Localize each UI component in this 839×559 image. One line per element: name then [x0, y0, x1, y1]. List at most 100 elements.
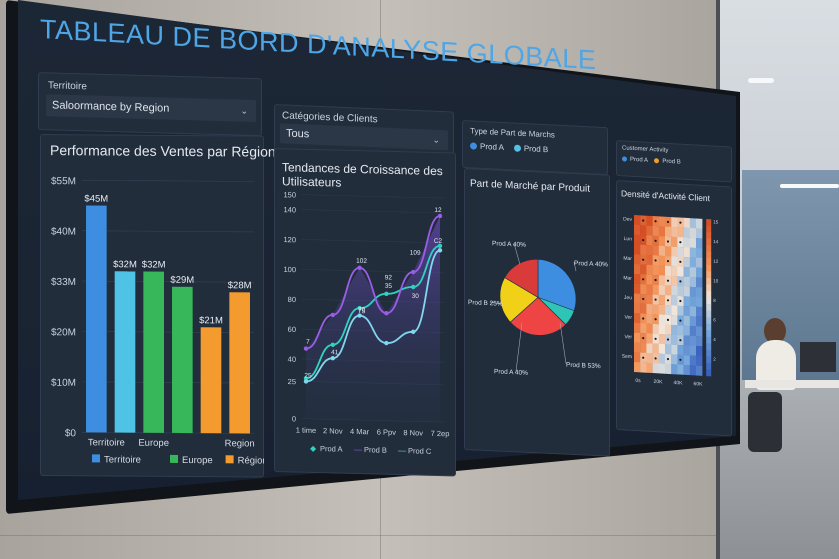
legend-marker-icon: ◆ — [310, 444, 317, 453]
colorbar-segment — [706, 349, 712, 357]
pie-label: Prod A 40% — [574, 260, 608, 269]
heatmap-cell — [696, 247, 703, 259]
x-tick-label: 40K — [674, 380, 684, 387]
colorbar-segment — [706, 310, 712, 318]
heatmap-cell — [658, 245, 666, 257]
row-label: Lun — [624, 236, 633, 242]
heatmap-cell — [696, 267, 703, 278]
prod-a-radio[interactable]: Prod A — [470, 141, 504, 152]
heatmap-marker — [642, 337, 645, 340]
y-tick-label: $55M — [51, 176, 76, 187]
colorbar-segment — [706, 251, 712, 259]
legend-label: Prod B — [364, 445, 387, 455]
heatmap-cell — [671, 285, 678, 297]
territory-select[interactable]: Saloormance by Region ⌄ — [46, 94, 256, 123]
heatmap-cell — [652, 225, 659, 237]
data-point — [357, 305, 362, 311]
activity-prod-b-radio[interactable]: Prod B — [654, 158, 681, 166]
x-tick-label: 2 Nov — [323, 426, 343, 435]
heatmap-cell — [696, 228, 703, 239]
legend-label: Europe — [182, 455, 213, 466]
heatmap-cell — [646, 225, 653, 236]
data-point — [330, 342, 335, 347]
heatmap-cell — [658, 284, 666, 296]
prod-b-radio[interactable]: Prod B — [513, 144, 548, 154]
heatmap-cell — [677, 305, 684, 316]
heatmap-cell — [696, 355, 703, 367]
heatmap-marker — [642, 317, 645, 320]
client-category-select[interactable]: Tous ⌄ — [280, 123, 448, 151]
heatmap-cell — [646, 343, 653, 354]
bar — [172, 286, 193, 434]
heatmap-marker — [654, 318, 657, 321]
bar-value-label: $45M — [84, 194, 108, 205]
heatmap-cell — [665, 285, 672, 296]
heatmap-cell — [634, 303, 641, 314]
y-tick-label: $33M — [51, 277, 76, 288]
heatmap-cell — [658, 226, 666, 237]
heatmap-cell — [634, 283, 641, 294]
heatmap-cell — [634, 362, 641, 373]
heatmap-cell — [646, 333, 653, 344]
heatmap-cell — [683, 345, 690, 356]
heatmap-cell — [689, 316, 697, 327]
row-label: Mar — [623, 275, 632, 281]
activity-prod-a-radio[interactable]: Prod A — [622, 156, 648, 164]
heatmap-cell — [689, 345, 697, 356]
colorbar-segment — [706, 284, 712, 292]
heatmap-cell — [646, 254, 653, 266]
heatmap-cell — [665, 324, 672, 335]
market-share-panel: Part de Marché par Produit Prod A 40% Pro… — [464, 168, 610, 457]
bar-value-label: $28M — [228, 280, 252, 291]
heatmap-cell — [634, 332, 641, 343]
data-point — [437, 243, 443, 249]
heatmap-cell — [646, 245, 653, 256]
pie-slice — [509, 296, 567, 336]
heatmap-cell — [689, 365, 697, 376]
gridline — [82, 331, 254, 333]
colorbar-label: 2 — [713, 357, 716, 362]
heatmap-cell — [634, 234, 641, 245]
heatmap-cell — [689, 335, 697, 347]
x-tick-label: Territoire — [88, 437, 125, 448]
chevron-down-icon: ⌄ — [432, 134, 440, 145]
heatmap-cell — [677, 325, 684, 336]
colorbar-segment — [706, 219, 712, 227]
heatmap-marker — [654, 278, 657, 282]
heatmap-cell — [689, 325, 697, 337]
pie-leader-line — [573, 261, 577, 272]
heatmap-cell — [646, 284, 653, 295]
heatmap-cell — [646, 235, 653, 246]
heatmap-cell — [689, 247, 697, 258]
heatmap-cell — [658, 275, 666, 286]
heatmap-cell — [634, 244, 641, 255]
heatmap-cell — [696, 345, 703, 357]
heatmap-cell — [652, 343, 659, 354]
market-share-type-options: Prod A Prod B — [470, 141, 548, 154]
prod-b-dot-icon — [654, 158, 660, 164]
heatmap-cell — [696, 257, 703, 269]
heatmap-cell — [652, 245, 659, 256]
legend-label: Région — [238, 455, 264, 466]
heatmap-cell — [689, 237, 697, 249]
person-head — [764, 318, 786, 344]
heatmap-cell — [652, 284, 659, 296]
heatmap-cell — [671, 324, 678, 336]
colorbar-segment — [706, 297, 712, 305]
heatmap-cell — [665, 246, 672, 257]
point-label: 12 — [434, 207, 442, 214]
heatmap-cell — [683, 227, 690, 238]
heatmap-cell — [677, 364, 684, 375]
y-tick-label: $0 — [65, 428, 77, 439]
data-point — [411, 284, 416, 290]
heatmap-cell — [671, 315, 678, 326]
point-label: 75 — [358, 308, 366, 315]
heatmap-cell — [683, 247, 690, 258]
heatmap-cell — [646, 313, 653, 325]
customer-activity-label: Customer Activity — [622, 145, 669, 154]
heatmap-cell — [671, 364, 678, 375]
heatmap-cell — [671, 275, 678, 287]
gridline — [82, 431, 254, 434]
heatmap-cell — [696, 316, 703, 327]
heatmap-cell — [634, 293, 641, 304]
